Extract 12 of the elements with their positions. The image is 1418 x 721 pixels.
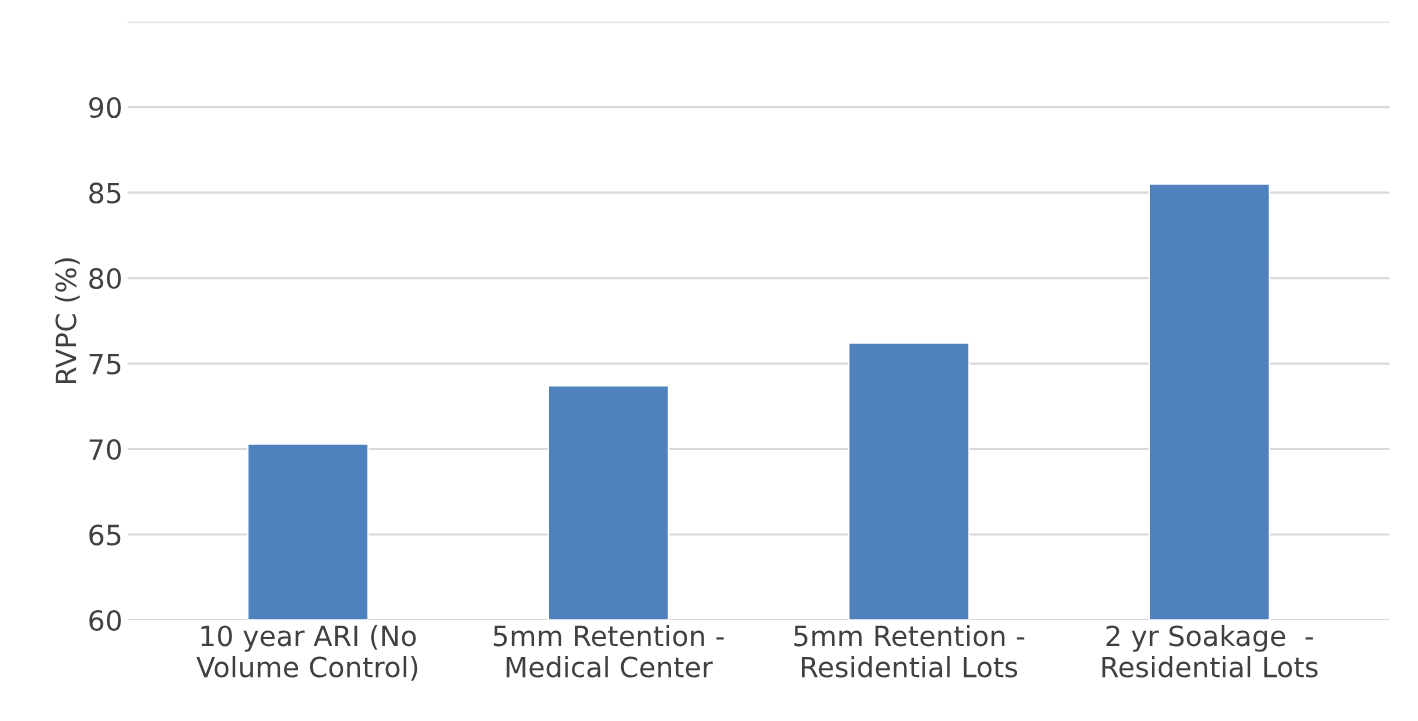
x-tick-label: 10 year ARI (No Volume Control) <box>196 624 418 681</box>
y-tick-label: 85 <box>89 182 121 204</box>
y-tick-label: 90 <box>89 97 121 119</box>
y-axis-title: RVPC (%) <box>55 258 80 384</box>
y-tick-label: 65 <box>89 524 121 546</box>
y-tick-label: 70 <box>89 439 121 461</box>
y-tick-label: 60 <box>89 610 121 632</box>
x-tick-label: 5mm Retention - Residential Lots <box>794 624 1025 678</box>
x-tick-label: 5mm Retention - Medical Center <box>493 624 724 678</box>
x-tick-label: 2 yr Soakage - Residential Lots <box>1102 624 1318 678</box>
y-tick-label: 75 <box>89 353 121 375</box>
y-tick-label: 80 <box>89 268 121 290</box>
